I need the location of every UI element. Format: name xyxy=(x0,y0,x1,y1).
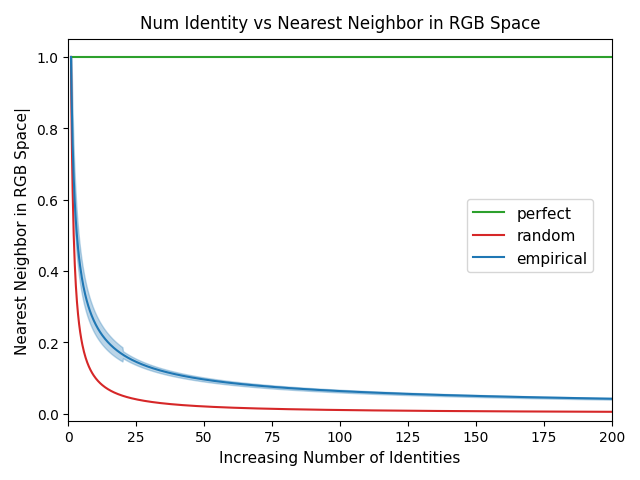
empirical xyxy=(305,387,313,393)
random xyxy=(608,409,616,415)
perfect xyxy=(286,55,294,60)
Title: Num Identity vs Nearest Neighbor in RGB Space: Num Identity vs Nearest Neighbor in RGB … xyxy=(140,15,540,33)
empirical xyxy=(608,396,616,402)
empirical xyxy=(67,55,75,60)
random xyxy=(489,408,497,414)
empirical xyxy=(438,392,446,398)
empirical xyxy=(122,354,130,360)
random xyxy=(438,408,446,414)
empirical xyxy=(489,394,497,399)
random xyxy=(67,55,75,60)
Line: random: random xyxy=(71,58,612,412)
perfect xyxy=(305,55,313,60)
perfect xyxy=(438,55,446,60)
perfect xyxy=(122,55,130,60)
random xyxy=(499,408,506,414)
empirical xyxy=(286,385,294,391)
empirical xyxy=(499,394,506,400)
X-axis label: Increasing Number of Identities: Increasing Number of Identities xyxy=(220,450,461,465)
Y-axis label: Nearest Neighbor in RGB Space|: Nearest Neighbor in RGB Space| xyxy=(15,107,31,354)
perfect xyxy=(489,55,497,60)
random xyxy=(122,394,130,400)
random xyxy=(286,407,294,412)
perfect xyxy=(608,55,616,60)
Line: empirical: empirical xyxy=(71,58,612,399)
perfect xyxy=(499,55,506,60)
Legend: perfect, random, empirical: perfect, random, empirical xyxy=(467,200,593,272)
perfect xyxy=(67,55,75,60)
random xyxy=(305,407,313,413)
